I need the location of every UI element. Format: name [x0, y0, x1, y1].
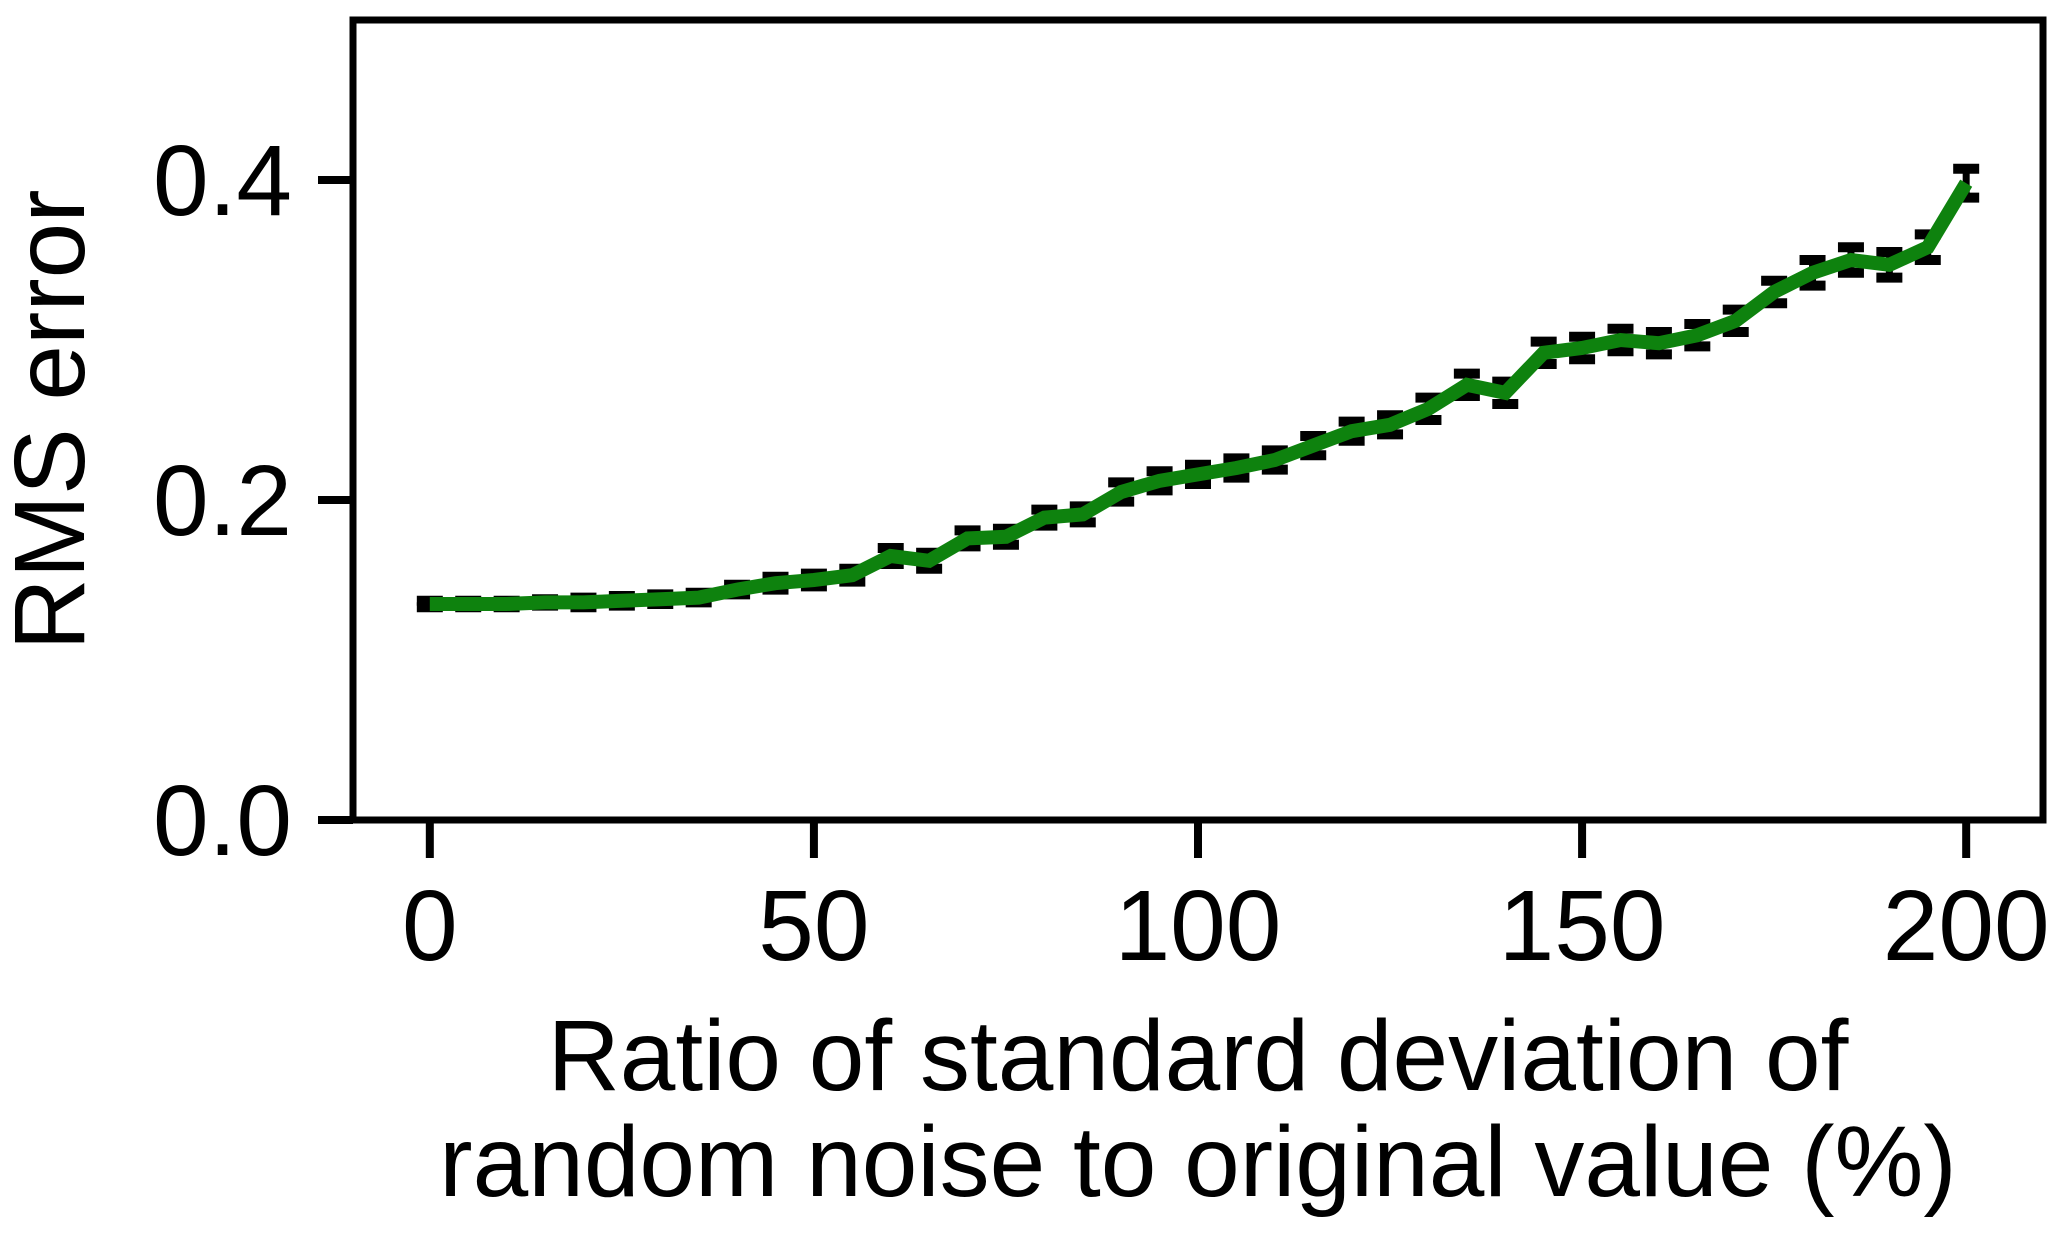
- plot-border: [349, 16, 2047, 824]
- x-tick-labels: 0 50 100 150 200: [402, 870, 2050, 982]
- error-bars: [416, 163, 1980, 613]
- rms-error-line: [429, 179, 1973, 611]
- x-ticks: [425, 822, 1971, 858]
- y-tick-label: 0.0: [153, 765, 292, 877]
- y-axis-label: RMS error: [0, 189, 106, 650]
- y-tick-label: 0.4: [153, 125, 292, 237]
- x-tick-label: 100: [1115, 870, 1282, 982]
- x-tick-label: 150: [1499, 870, 1666, 982]
- y-ticks: [318, 176, 353, 824]
- x-axis-label-line2: random noise to original value (%): [439, 1106, 1956, 1218]
- x-tick-label: 200: [1883, 870, 2050, 982]
- x-tick-label: 0: [402, 870, 458, 982]
- y-tick-labels: 0.0 0.2 0.4: [153, 125, 292, 877]
- x-axis-label-line1: Ratio of standard deviation of: [548, 1000, 1849, 1112]
- y-tick-label: 0.2: [153, 445, 292, 557]
- x-tick-label: 50: [758, 870, 869, 982]
